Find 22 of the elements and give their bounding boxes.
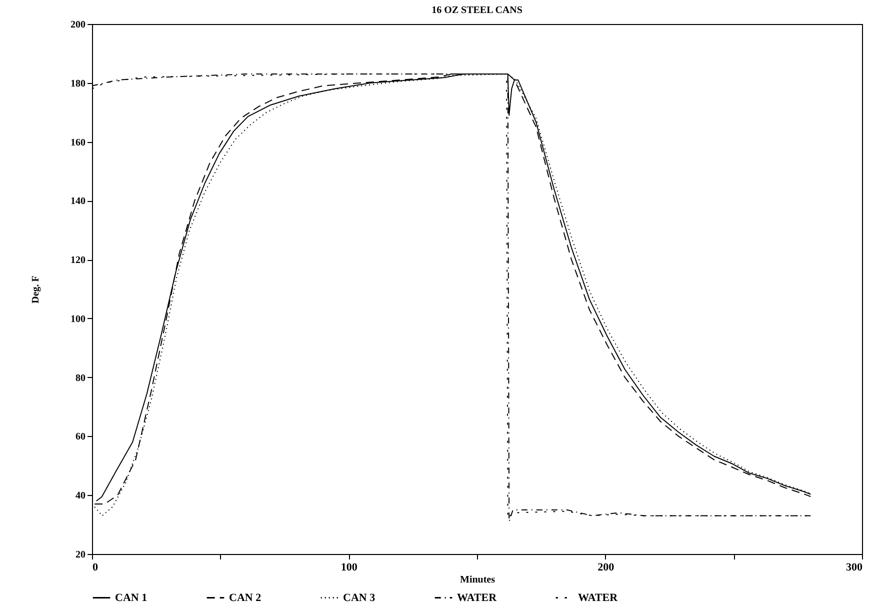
legend-label: WATER: [457, 592, 498, 604]
legend-label: WATER: [578, 592, 619, 604]
x-tick-label: 200: [598, 562, 615, 574]
chart-title: 16 OZ STEEL CANS: [432, 5, 523, 16]
y-tick-label: 60: [76, 432, 86, 443]
legend-label: CAN 1: [115, 592, 148, 604]
y-tick-label: 180: [70, 78, 86, 90]
x-tick-label: 100: [340, 562, 358, 574]
y-tick-label: 40: [76, 490, 86, 502]
y-tick-label: 160: [70, 137, 86, 148]
y-tick-label: 140: [70, 196, 86, 208]
y-tick-label: 20: [76, 550, 86, 560]
y-tick-label: 200: [70, 20, 86, 30]
y-tick-label: 80: [76, 372, 86, 384]
y-tick-label: 120: [70, 255, 86, 266]
y-axis-title: Deg. F: [30, 276, 42, 304]
legend-label: CAN 2: [229, 592, 262, 604]
x-axis-title: Minutes: [460, 574, 496, 586]
legend-label: CAN 3: [343, 592, 376, 604]
x-tick-label: 300: [846, 562, 863, 574]
x-tick-label: 0: [92, 562, 98, 574]
y-tick-label: 100: [70, 314, 86, 325]
